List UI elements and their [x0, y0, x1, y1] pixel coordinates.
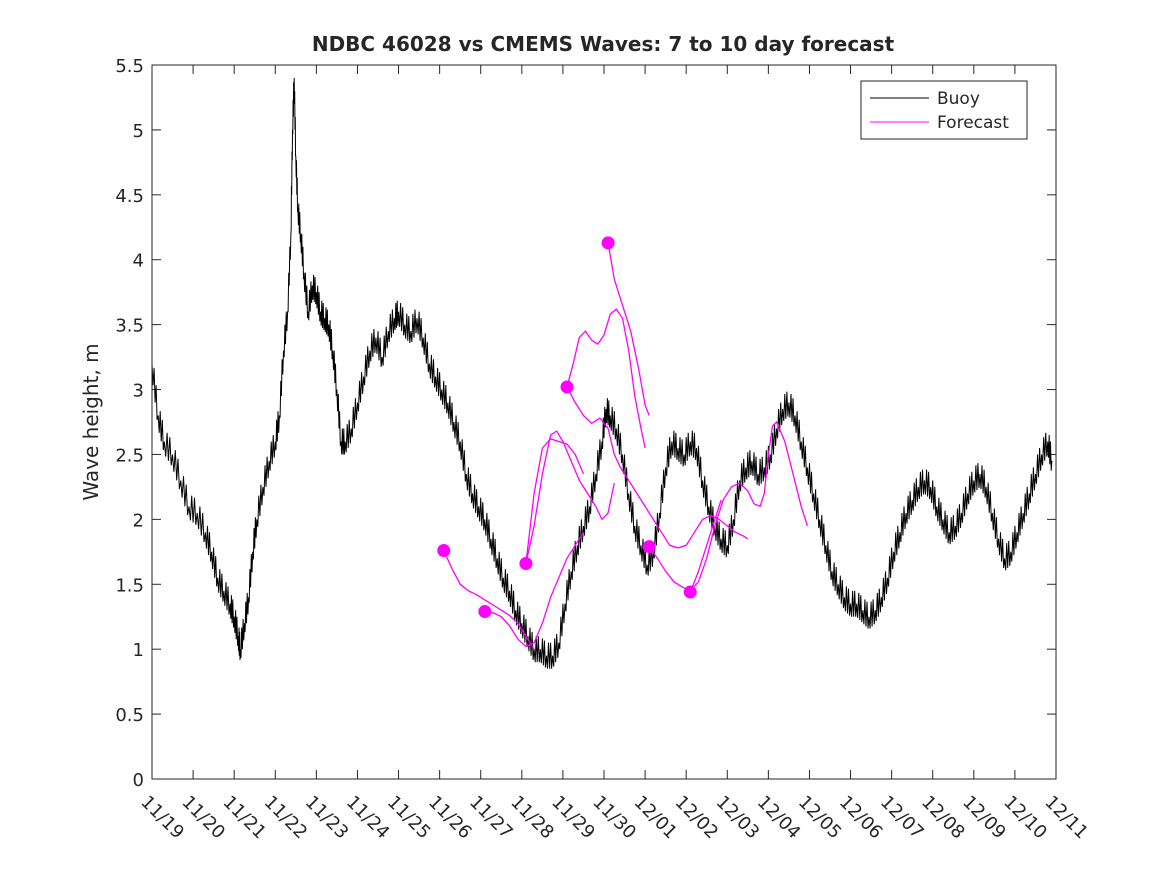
forecast-run-line: [566, 386, 749, 549]
y-tick-label: 0.5: [115, 705, 144, 726]
y-tick-label: 4.5: [115, 186, 144, 207]
y-tick-label: 5.5: [115, 56, 144, 77]
y-axis-ticks: 0 0.5 1 1.5 2 2.5 3 3.5 4 4.5 5 5.5: [115, 56, 1056, 791]
y-tick-label: 2: [133, 510, 144, 531]
forecast-run-line: [648, 420, 809, 592]
chart-title: NDBC 46028 vs CMEMS Waves: 7 to 10 day f…: [312, 32, 895, 56]
series-layer: [151, 77, 1053, 669]
forecast-run-line: [566, 308, 646, 449]
legend-label-forecast: Forecast: [937, 113, 1009, 133]
forecast-run-line: [484, 531, 585, 648]
y-tick-label: 3.5: [115, 316, 144, 337]
y-tick-label: 3: [133, 381, 144, 402]
forecast-start-marker: [519, 557, 533, 571]
forecast-start-marker: [642, 540, 656, 554]
legend-label-buoy: Buoy: [937, 89, 980, 109]
legend: Buoy Forecast: [860, 80, 1028, 140]
series-buoy-line: [151, 77, 1053, 669]
forecast-start-marker: [437, 544, 451, 558]
forecast-start-marker: [601, 236, 615, 250]
y-tick-label: 2.5: [115, 445, 144, 466]
y-tick-label: 1.5: [115, 575, 144, 596]
forecast-start-marker: [560, 380, 574, 394]
forecast-run-line: [607, 242, 650, 416]
plot-frame: [151, 64, 1057, 780]
y-axis-label: Wave height, m: [79, 343, 103, 500]
forecast-run-line: [689, 499, 722, 593]
forecast-start-marker: [478, 605, 492, 619]
legend-box: [860, 80, 1028, 140]
forecast-run-line: [525, 438, 585, 564]
forecast-run-line: [443, 550, 535, 650]
y-tick-label: 1: [133, 640, 144, 661]
forecast-run-line: [525, 430, 615, 564]
forecast-start-marker: [683, 585, 697, 599]
y-tick-label: 0: [133, 770, 144, 791]
y-tick-label: 4: [133, 251, 144, 272]
y-tick-label: 5: [133, 121, 144, 142]
